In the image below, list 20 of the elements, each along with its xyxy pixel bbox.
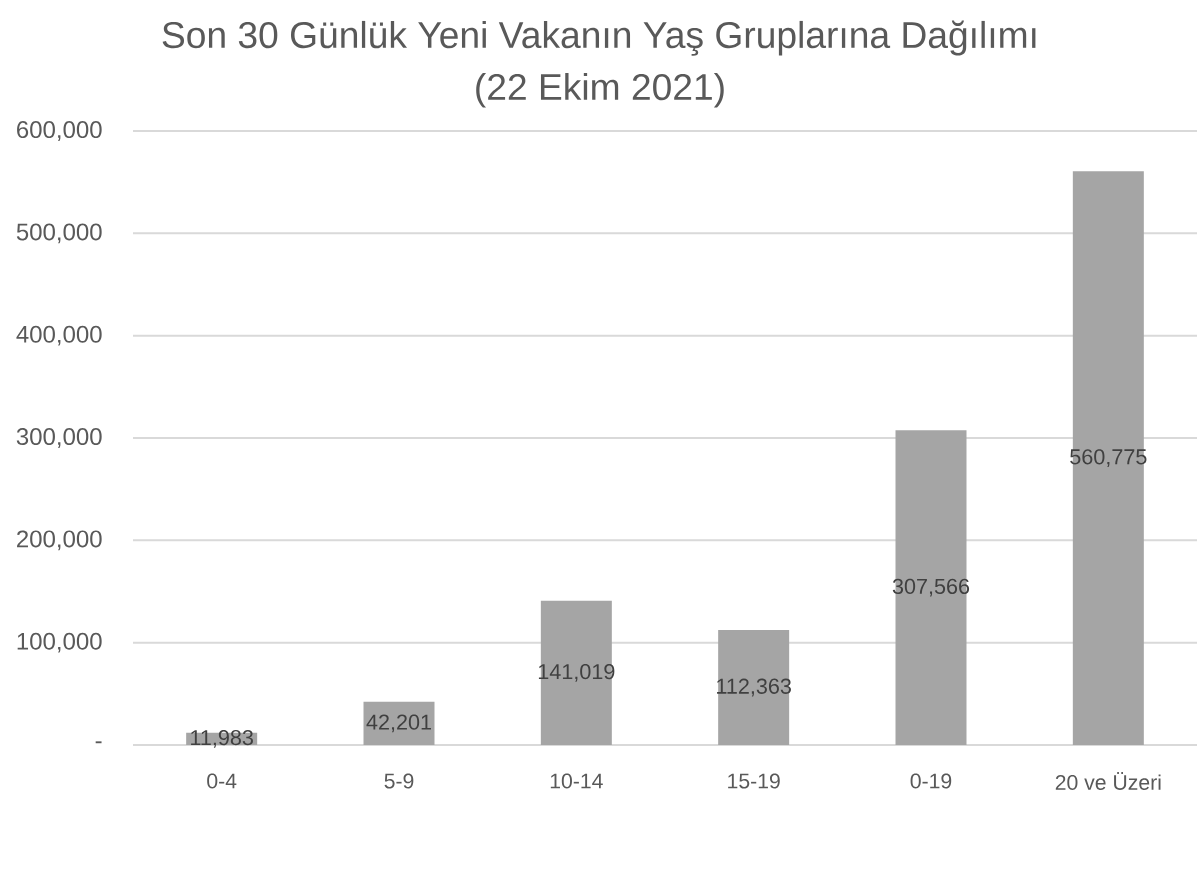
y-tick-label: 400,000 — [16, 325, 102, 346]
x-tick-label: 0-4 — [207, 773, 237, 789]
y-tick-label: - — [95, 741, 102, 744]
y-tick-label: 100,000 — [17, 632, 102, 653]
x-tick-label: 15-19 — [728, 773, 780, 789]
x-tick-label: 0-19 — [910, 773, 952, 789]
bar — [718, 630, 790, 745]
data-label: 42,201 — [366, 714, 431, 733]
x-tick-label: 5-9 — [384, 773, 414, 789]
x-tick-label: 10-14 — [550, 773, 603, 789]
y-tick-label: 600,000 — [17, 121, 102, 141]
chart-subtitle: (22 Ekim 2021) — [476, 72, 724, 108]
y-tick-label: 200,000 — [17, 530, 102, 551]
data-label: 11,983 — [191, 729, 253, 748]
y-tick-label: 300,000 — [16, 428, 102, 448]
chart-title: Son 30 Günlük Yeni Vakanın Yaş Gruplarına Dağılımı — [162, 20, 1036, 56]
y-tick-label: 500,000 — [16, 223, 102, 244]
x-tick-label: 20 ve Üzeri — [1055, 772, 1161, 790]
bar — [895, 430, 967, 745]
bar — [363, 701, 435, 745]
